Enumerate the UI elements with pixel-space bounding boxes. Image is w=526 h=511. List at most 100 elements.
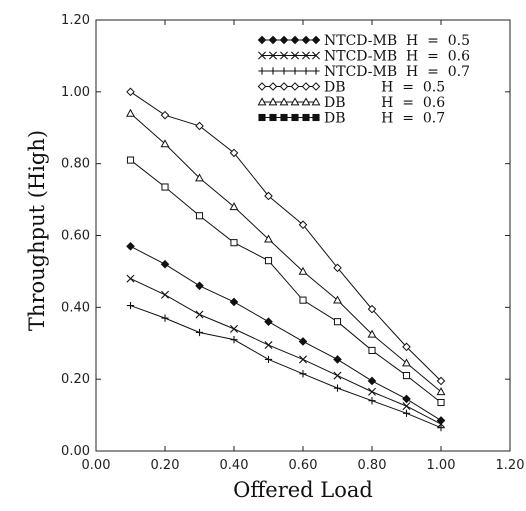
legend-marker	[291, 67, 299, 75]
legend-marker	[279, 82, 289, 91]
data-point	[195, 121, 204, 131]
legend-marker	[258, 67, 266, 75]
data-point	[160, 139, 170, 148]
series-line	[130, 245, 442, 421]
data-point	[264, 257, 273, 265]
data-point	[195, 212, 204, 220]
y-axis-label: Throughput (High)	[25, 130, 49, 331]
legend-entry: NTCD-MB H = 0.5	[257, 33, 470, 49]
data-point	[161, 183, 169, 191]
data-point	[368, 346, 376, 354]
legend-marker	[301, 35, 311, 45]
data-point	[333, 318, 342, 326]
series-1	[126, 241, 446, 425]
data-point	[298, 337, 308, 346]
data-point	[161, 314, 169, 322]
legend-marker	[268, 82, 278, 91]
legend-marker	[257, 82, 267, 91]
legend-marker	[269, 67, 277, 75]
legend-marker	[302, 67, 310, 75]
legend-marker	[269, 51, 277, 60]
data-point	[333, 263, 342, 273]
legend-marker	[280, 67, 288, 75]
legend-entry: NTCD-MB H = 0.7	[258, 64, 470, 80]
data-point	[333, 295, 342, 304]
data-point	[195, 281, 204, 291]
series-line	[130, 278, 442, 425]
data-point	[299, 370, 307, 378]
legend-marker	[257, 35, 267, 45]
legend-marker	[312, 67, 320, 75]
legend-marker	[311, 35, 321, 45]
legend-marker	[291, 113, 299, 122]
data-point	[230, 324, 238, 333]
data-point	[195, 328, 204, 337]
legend-marker	[279, 97, 289, 106]
x-axis-label: Offered Load	[233, 478, 373, 502]
series-3	[126, 301, 445, 432]
plot-frame	[95, 19, 511, 452]
series-line	[130, 91, 442, 382]
data-point	[264, 355, 273, 364]
data-point	[298, 220, 308, 230]
legend-marker	[268, 97, 278, 106]
data-point	[229, 148, 239, 158]
legend-marker	[291, 51, 299, 60]
y-tick-label: 1.20	[61, 13, 90, 28]
axis-ticks: 0.00 0.20 0.40 0.60 0.80 1.00 1.20 0.00 0.20 0.40…	[61, 13, 524, 473]
data-point	[160, 110, 170, 120]
data-point	[437, 398, 445, 407]
legend-entry: DB H = 0.7	[258, 111, 445, 127]
series-layer	[126, 87, 446, 432]
data-point	[229, 202, 239, 211]
legend-marker	[312, 51, 320, 60]
data-point	[402, 358, 411, 367]
data-point	[402, 372, 411, 380]
series-2	[126, 274, 445, 429]
data-point	[195, 310, 204, 319]
data-point	[402, 409, 411, 417]
data-point	[402, 402, 411, 411]
data-point	[126, 301, 135, 310]
data-point	[437, 424, 445, 432]
data-point	[161, 290, 169, 299]
y-tick-label: 0.40	[61, 300, 90, 315]
y-tick-label: 1.00	[61, 85, 90, 100]
x-tick-label: 0.20	[151, 458, 180, 473]
series-6	[126, 156, 445, 407]
legend-label: NTCD-MB H = 0.6	[324, 49, 470, 65]
data-point	[402, 342, 411, 352]
data-point	[264, 234, 273, 243]
legend-marker	[311, 97, 321, 106]
data-point	[436, 387, 446, 396]
legend-marker	[311, 82, 321, 91]
data-point	[299, 355, 307, 364]
data-point	[264, 191, 273, 201]
data-point	[333, 371, 342, 380]
legend-marker	[257, 97, 267, 106]
data-point	[367, 329, 377, 338]
legend-marker	[302, 51, 310, 60]
series-5	[126, 108, 446, 396]
data-point	[126, 108, 135, 117]
legend-marker	[290, 35, 300, 45]
legend-marker	[258, 51, 266, 60]
data-point	[160, 259, 170, 269]
data-point	[126, 156, 135, 164]
legend-label: DB H = 0.6	[324, 95, 445, 111]
legend-label: NTCD-MB H = 0.7	[324, 64, 470, 80]
y-tick-label: 0.80	[61, 157, 90, 172]
legend-entry: DB H = 0.5	[257, 80, 445, 96]
data-point	[230, 239, 238, 247]
data-point	[195, 173, 204, 182]
data-point	[230, 336, 238, 344]
data-point	[436, 376, 446, 386]
data-point	[367, 304, 377, 314]
data-point	[229, 297, 239, 307]
data-point	[402, 394, 411, 404]
legend-marker	[268, 35, 278, 45]
data-point	[367, 376, 377, 386]
x-tick-label: 0.80	[358, 458, 387, 473]
